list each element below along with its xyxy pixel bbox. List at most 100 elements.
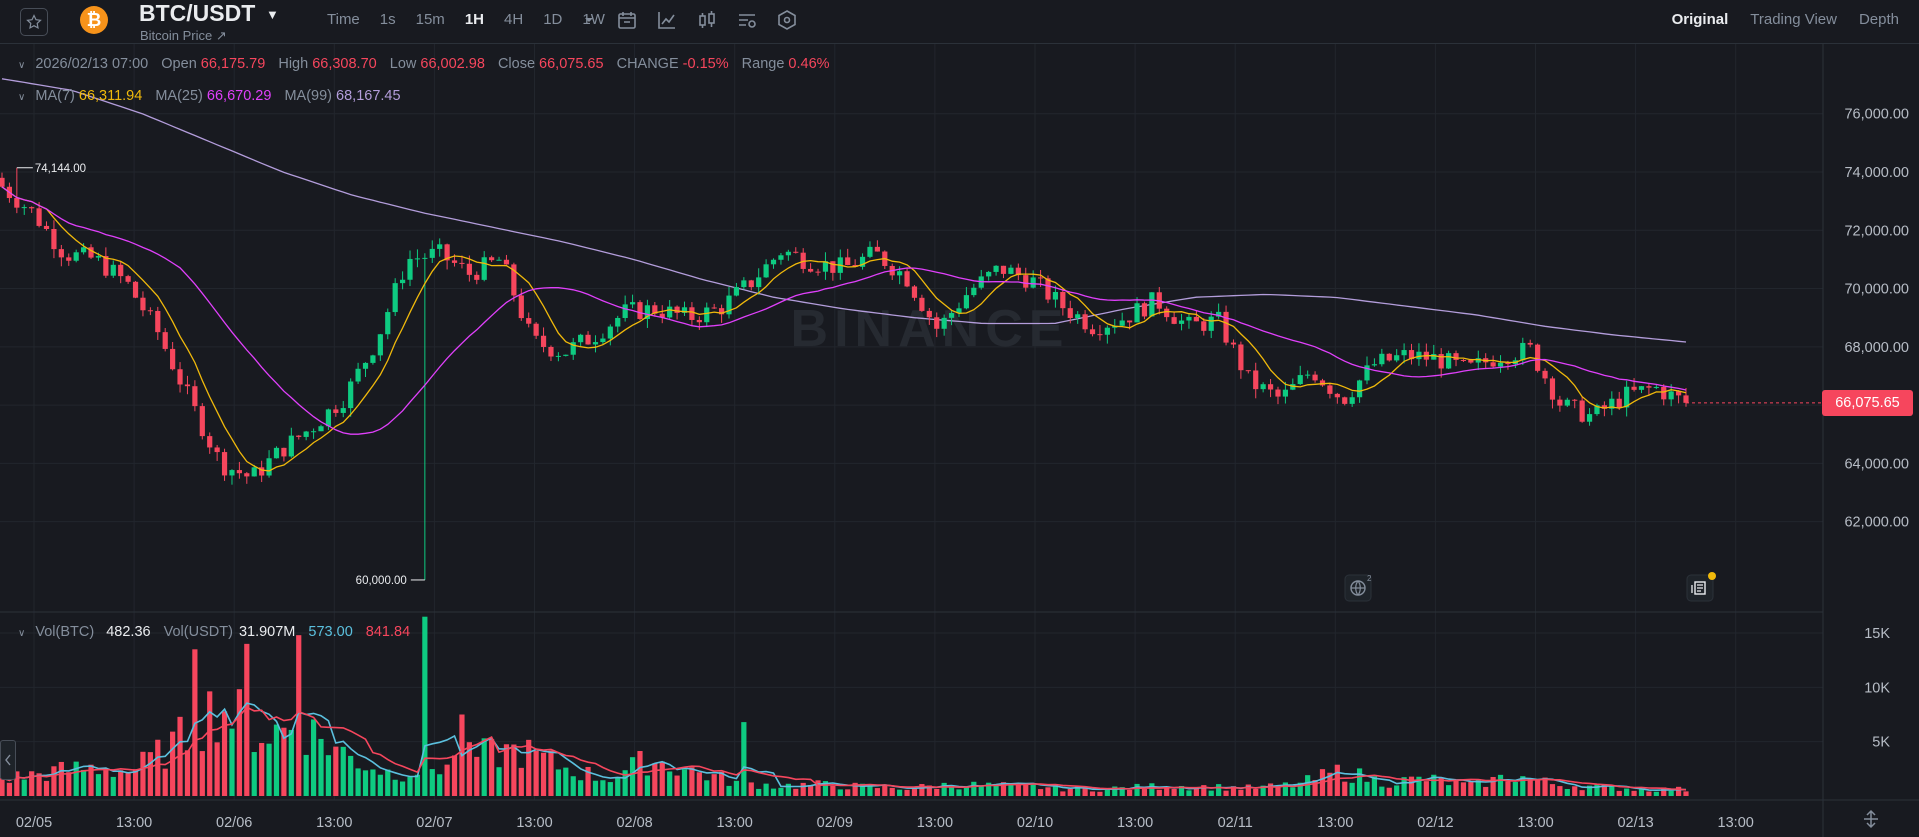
vol-usdt-label: Vol(USDT)	[163, 624, 233, 640]
volume-bar	[1675, 786, 1682, 796]
candle-body	[815, 271, 821, 273]
candle-body	[1386, 353, 1392, 361]
ma99-label[interactable]: MA(99)	[284, 88, 333, 104]
volume-bar	[1668, 790, 1674, 796]
binance-watermark: BINANCE	[791, 300, 1070, 358]
axis-scale-icon[interactable]	[1860, 808, 1882, 830]
candle-type-icon[interactable]	[696, 9, 718, 31]
volume-bar	[370, 769, 376, 796]
candle-body	[1394, 355, 1400, 361]
interval-tab-1s[interactable]: 1s	[379, 11, 396, 28]
candle-body	[1683, 395, 1689, 403]
volume-bar	[229, 728, 235, 796]
volume-bar	[852, 782, 858, 796]
volume-bar	[110, 776, 116, 796]
view-tab-depth[interactable]: Depth	[1858, 11, 1899, 28]
candle-body	[266, 458, 272, 476]
candle-body	[370, 355, 376, 363]
open-label: Open	[161, 56, 197, 72]
volume-bar	[1067, 788, 1073, 796]
view-tab-original[interactable]: Original	[1671, 11, 1729, 28]
interval-dropdown-icon[interactable]	[578, 9, 600, 31]
interval-tab-1h[interactable]: 1H	[464, 11, 484, 28]
candle-body	[667, 306, 673, 318]
candle-body	[748, 280, 754, 288]
candle-body	[466, 263, 472, 275]
candle-body	[711, 307, 717, 309]
news-icon[interactable]	[1686, 572, 1716, 602]
time-tick-label: 02/07	[416, 815, 452, 831]
favorite-star-icon[interactable]	[20, 8, 48, 36]
symbol-dropdown-icon[interactable]: ▼	[266, 7, 279, 22]
candle-body	[236, 470, 242, 474]
volume-bar	[1505, 781, 1511, 796]
calendar-icon[interactable]	[616, 9, 638, 31]
volume-bar	[348, 755, 354, 796]
candle-body	[1267, 384, 1274, 390]
volume-bar	[526, 739, 532, 796]
volume-bar	[444, 764, 450, 796]
time-tick-label: 02/09	[817, 815, 853, 831]
time-axis: 02/05 13:00 02/06 13:00 02/07 13:00 02/08 13:00…	[16, 815, 1754, 831]
volume-bar	[207, 691, 213, 796]
candle-body	[1616, 398, 1622, 408]
collapse-chevron-icon[interactable]: ∨	[18, 92, 26, 103]
chart-grid	[0, 44, 1823, 800]
ma25-label[interactable]: MA(25)	[155, 88, 203, 104]
indicator-icon[interactable]	[656, 9, 678, 31]
volume-bar	[303, 754, 309, 796]
volume-bar	[1394, 785, 1400, 796]
volume-bar	[1609, 785, 1615, 796]
candle-body	[1475, 358, 1481, 363]
change-value: -0.15%	[682, 56, 729, 72]
candle-body	[1527, 342, 1533, 345]
volume-bar	[1075, 786, 1081, 796]
collapse-chevron-icon[interactable]: ∨	[18, 60, 26, 71]
candle-body	[451, 260, 458, 263]
candle-body	[1008, 267, 1014, 274]
volume-bars	[0, 616, 1689, 796]
volume-bar	[926, 785, 932, 796]
settings-icon[interactable]	[736, 9, 758, 31]
volume-bar	[1149, 783, 1155, 796]
volume-bar	[1683, 791, 1689, 796]
candle-body	[1520, 342, 1526, 361]
candle-body	[563, 354, 569, 356]
view-tab-trading-view[interactable]: Trading View	[1750, 11, 1837, 28]
candle-body	[1305, 374, 1311, 376]
candle-body	[1557, 399, 1563, 406]
volume-bar	[259, 742, 265, 796]
interval-tab-1w[interactable]: 1W	[582, 11, 605, 28]
volume-bar	[437, 774, 443, 796]
symbol-title[interactable]: BTC/USDT	[139, 0, 256, 26]
volume-bar	[555, 769, 561, 796]
time-tick-label: 13:00	[1718, 815, 1754, 831]
ma7-label[interactable]: MA(7)	[35, 88, 75, 104]
candle-body	[756, 277, 762, 288]
interval-tab-time[interactable]: Time	[327, 11, 360, 28]
volume-bar	[377, 774, 383, 796]
volume-bar	[1490, 776, 1496, 796]
volume-bar	[1275, 785, 1281, 796]
time-tick-label: 02/06	[216, 815, 252, 831]
hexagon-settings-icon[interactable]	[776, 9, 798, 31]
volume-bar	[1468, 781, 1474, 796]
interval-tab-15m[interactable]: 15m	[415, 11, 445, 28]
collapse-chevron-icon[interactable]: ∨	[18, 628, 26, 639]
globe-icon[interactable]: 2	[1344, 574, 1372, 602]
volume-bar	[1638, 788, 1645, 796]
volume-bar	[214, 742, 220, 796]
candle-body	[1342, 397, 1348, 404]
side-panel-handle[interactable]	[0, 740, 16, 780]
time-tick-label: 13:00	[917, 815, 953, 831]
volume-bar	[1015, 783, 1021, 796]
symbol-subtitle-link[interactable]: Bitcoin Price ↗	[140, 28, 227, 43]
interval-tab-1d[interactable]: 1D	[543, 11, 563, 28]
interval-tab-4h[interactable]: 4H	[504, 11, 524, 28]
volume-bar	[474, 756, 480, 796]
volume-bar	[696, 772, 702, 796]
volume-bar	[1542, 777, 1548, 796]
candle-body	[1171, 317, 1177, 324]
volume-bar	[607, 782, 613, 796]
